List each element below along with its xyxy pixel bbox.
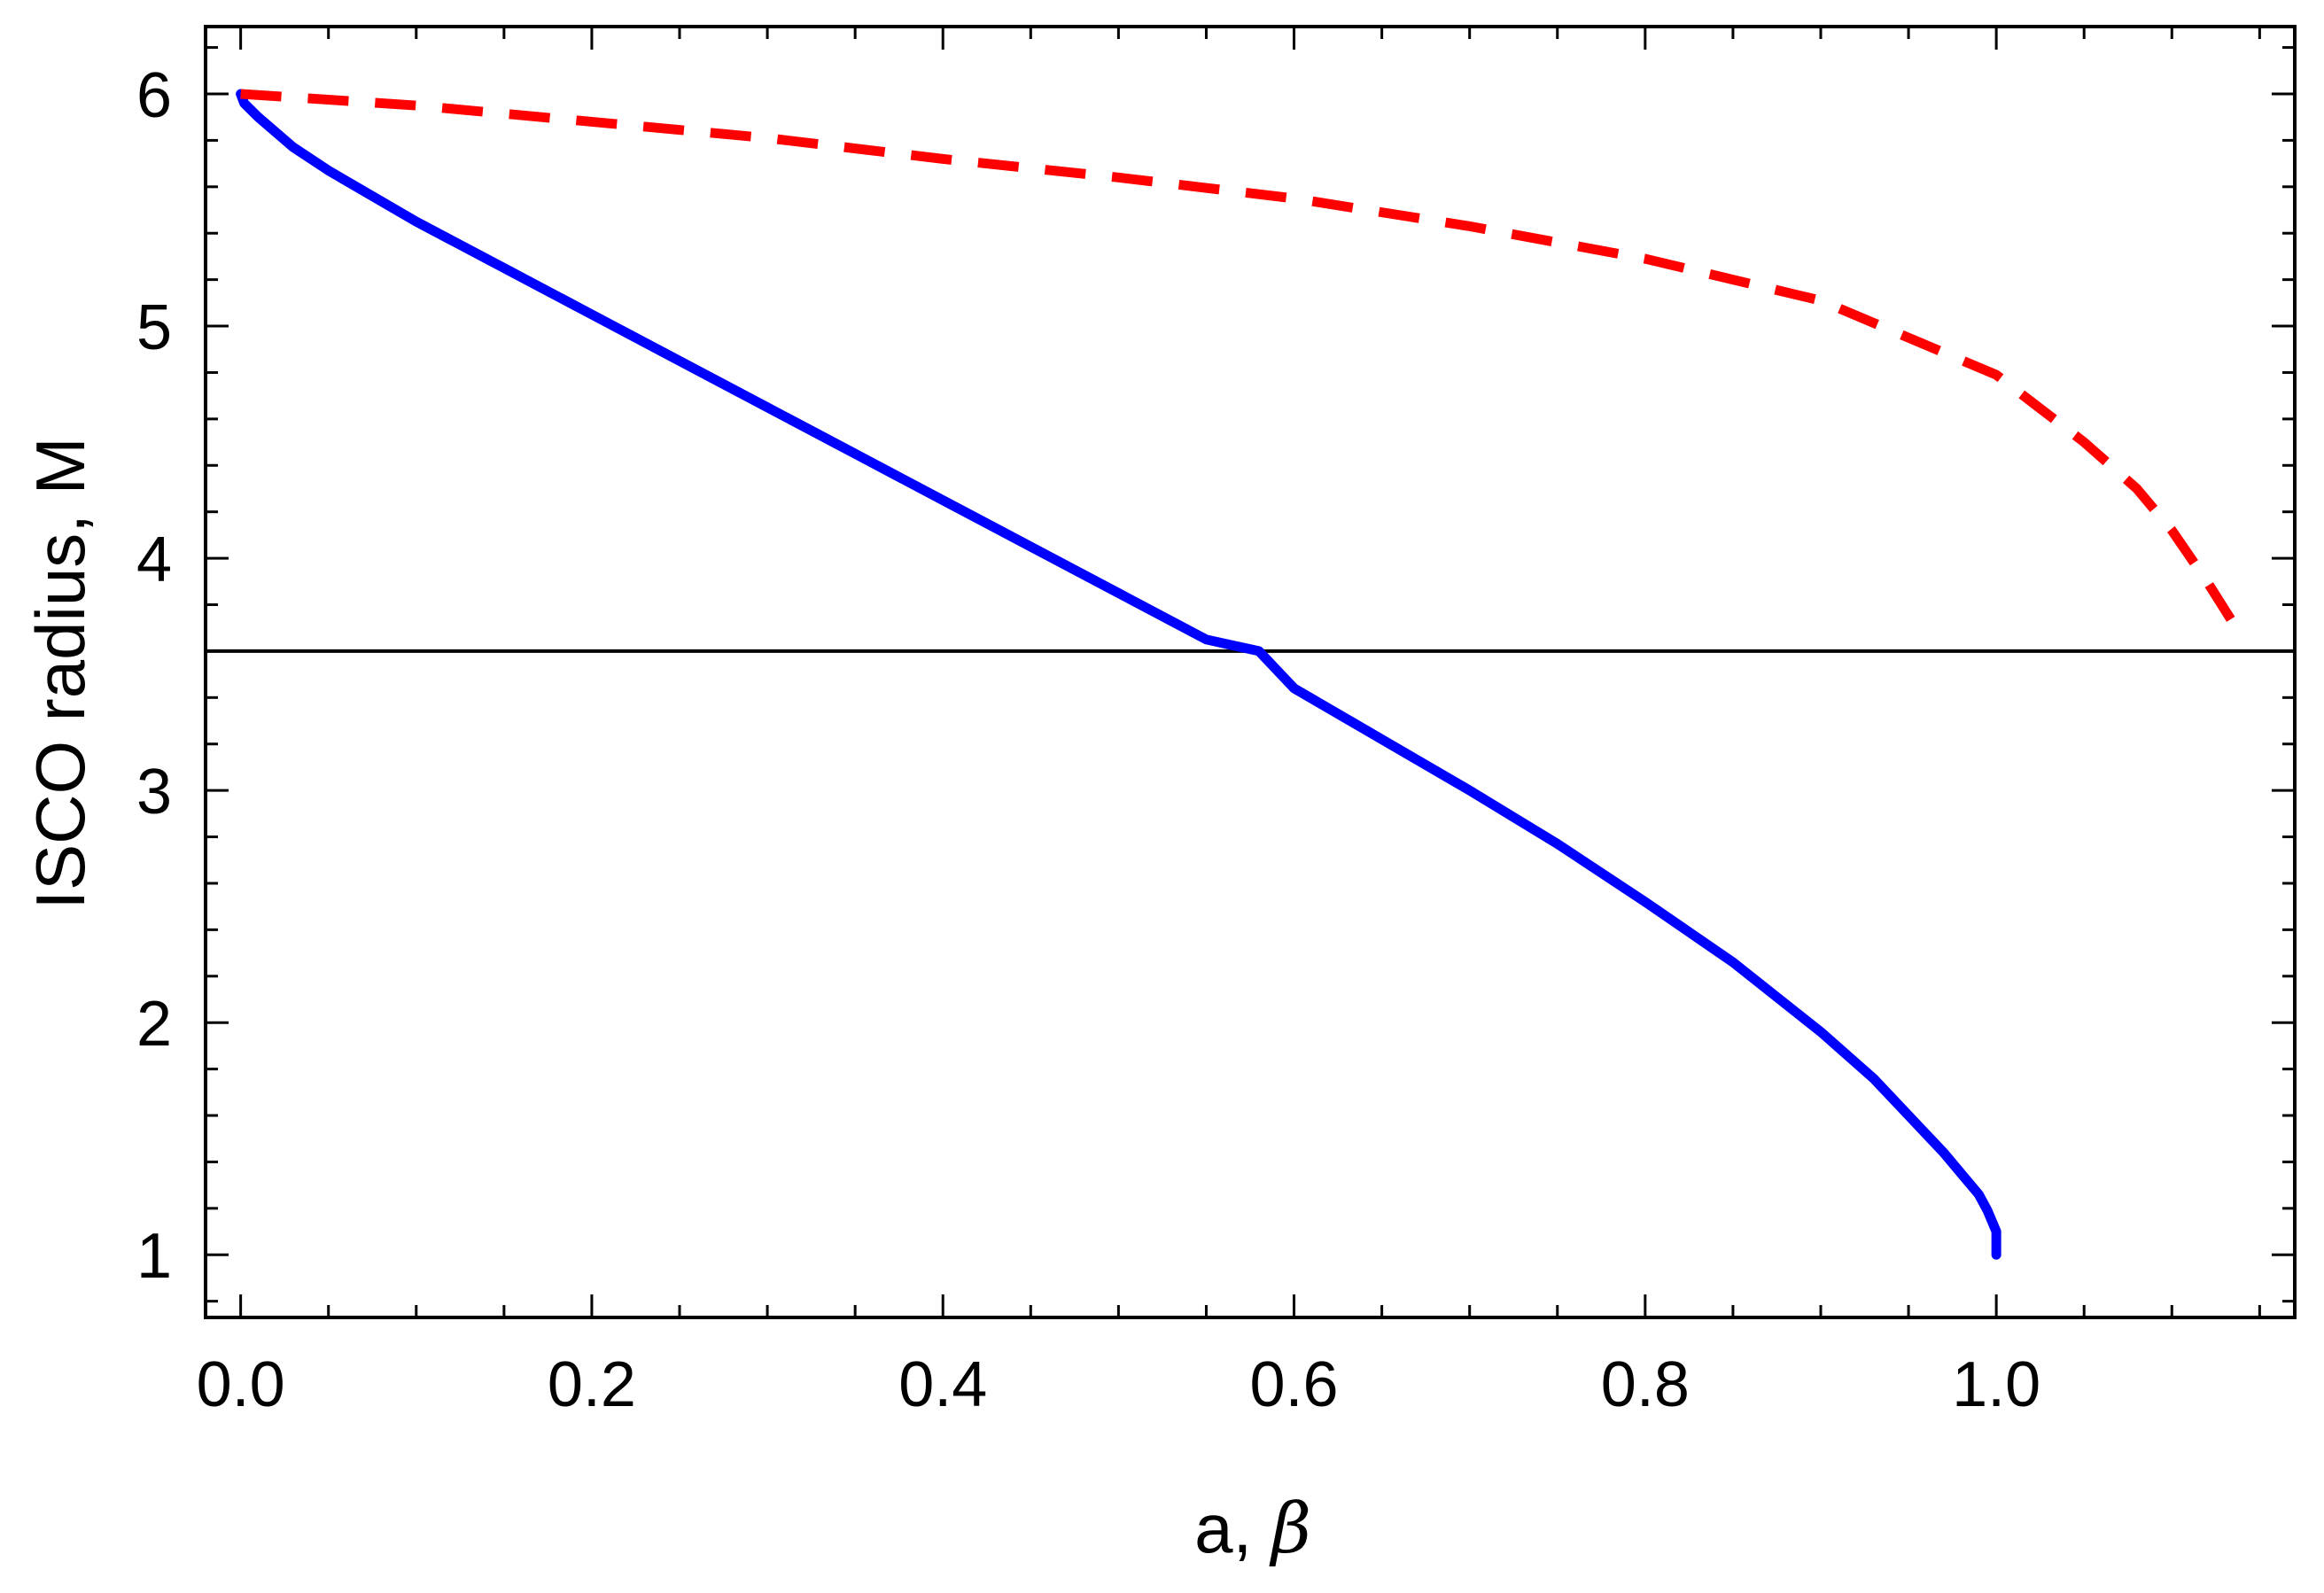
x-tick-label: 0.2	[548, 1349, 636, 1420]
axis-ticks	[206, 27, 2295, 1317]
dashed-red-series-line	[240, 89, 2247, 641]
x-tick-label: 0.4	[898, 1349, 987, 1420]
data-series	[236, 89, 2247, 1260]
y-tick-label: 4	[136, 525, 172, 595]
y-tick-label: 2	[136, 989, 172, 1060]
x-tick-label: 0.6	[1249, 1349, 1338, 1420]
plot-area	[206, 27, 2295, 1317]
plot-border	[204, 25, 2297, 1319]
x-axis-title-italic: β	[1269, 1489, 1311, 1569]
plot-background	[206, 27, 2295, 1317]
y-tick-label: 3	[136, 757, 172, 828]
x-axis-tick-labels: 0.0 0.2 0.4 0.6 0.8 1.0	[197, 1349, 2041, 1420]
x-tick-label: 0.8	[1601, 1349, 1690, 1420]
x-tick-label: 1.0	[1952, 1349, 2040, 1420]
x-axis-title: a, β	[1194, 1489, 1311, 1569]
plot-frame	[204, 25, 2297, 1319]
y-axis-tick-labels: 1 2 3 4 5 6	[136, 60, 172, 1292]
y-tick-label: 6	[136, 60, 172, 131]
y-axis-title: ISCO radius, M	[21, 437, 99, 909]
x-tick-label: 0.0	[197, 1349, 285, 1420]
x-axis-title-plain: a,	[1194, 1489, 1271, 1567]
y-tick-label: 5	[136, 292, 172, 363]
y-tick-label: 1	[136, 1221, 172, 1292]
solid-blue-series-line	[236, 89, 2001, 1260]
